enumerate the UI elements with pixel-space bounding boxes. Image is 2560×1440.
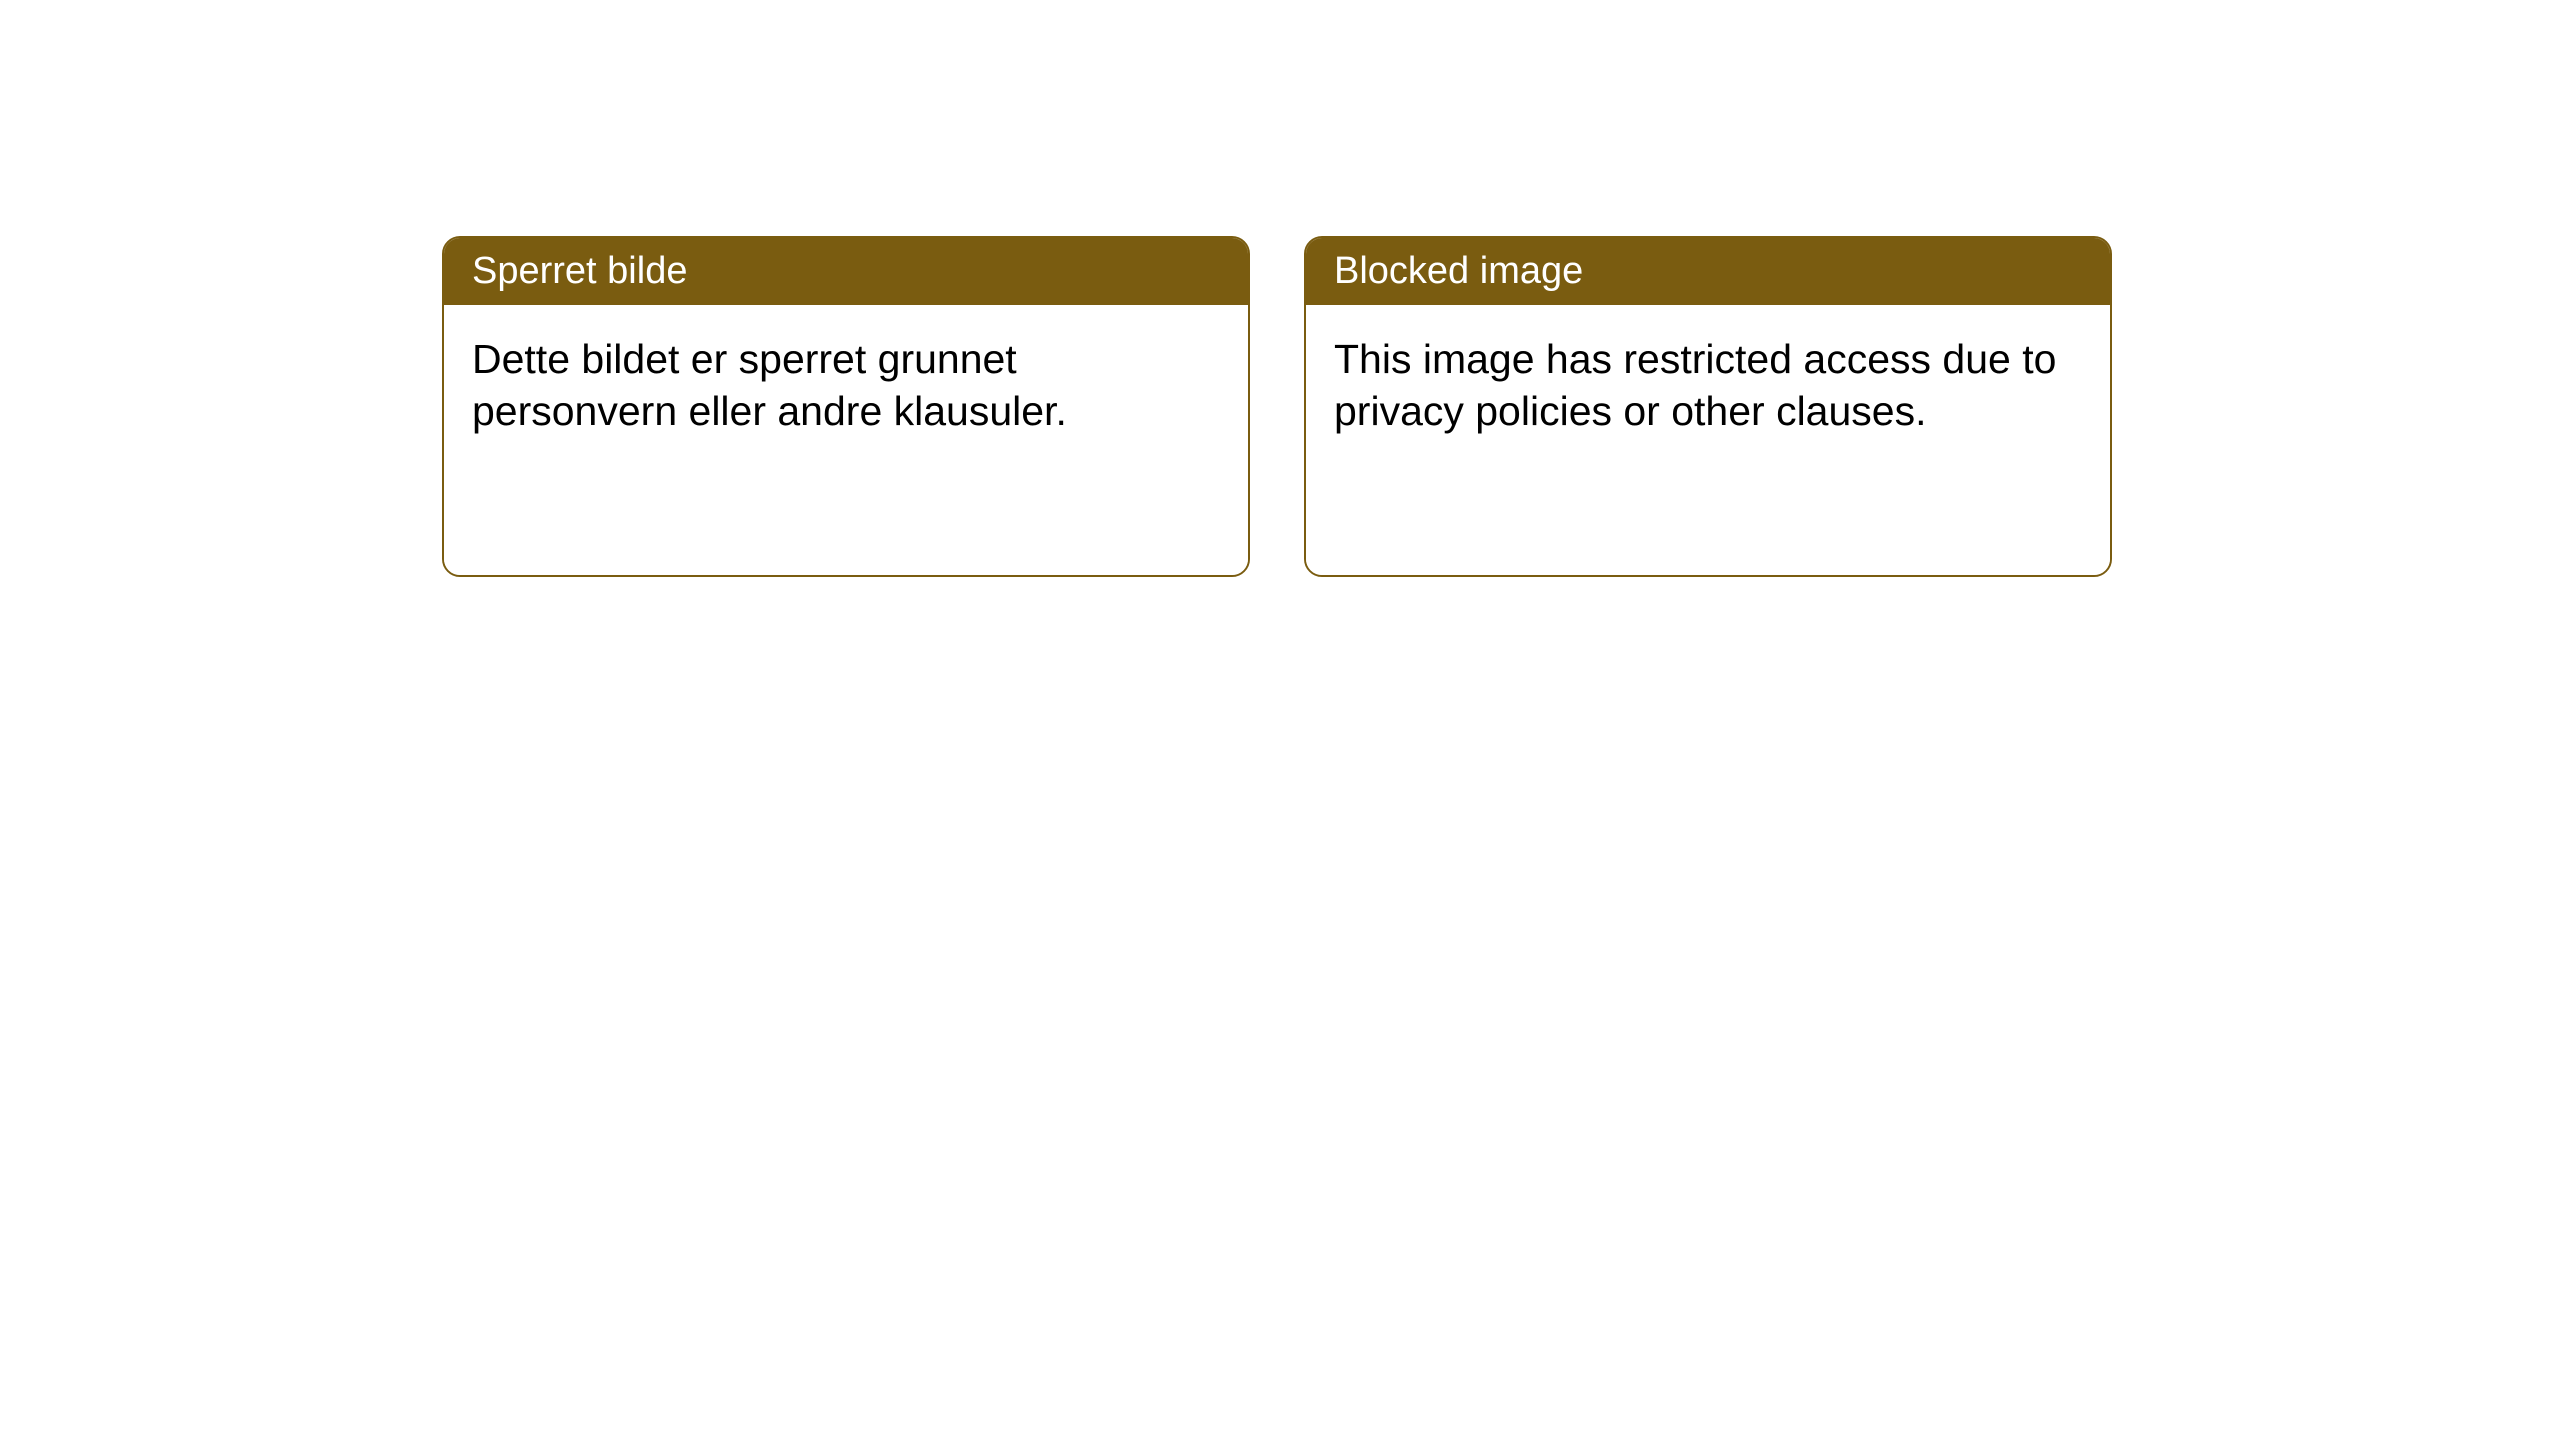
- notice-cards-container: Sperret bilde Dette bildet er sperret gr…: [442, 236, 2112, 577]
- notice-body-norwegian: Dette bildet er sperret grunnet personve…: [444, 305, 1248, 575]
- notice-header-english: Blocked image: [1306, 238, 2110, 305]
- notice-card-english: Blocked image This image has restricted …: [1304, 236, 2112, 577]
- notice-card-norwegian: Sperret bilde Dette bildet er sperret gr…: [442, 236, 1250, 577]
- notice-header-norwegian: Sperret bilde: [444, 238, 1248, 305]
- notice-body-english: This image has restricted access due to …: [1306, 305, 2110, 575]
